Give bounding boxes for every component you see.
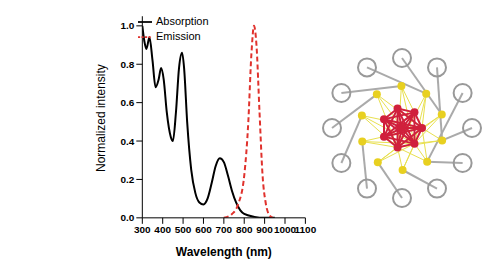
svg-text:0.2: 0.2 <box>120 174 134 185</box>
svg-text:500: 500 <box>175 224 192 235</box>
html-text:Absorption: Absorption <box>156 15 209 27</box>
svg-text:400: 400 <box>154 224 171 235</box>
svg-text:600: 600 <box>195 224 212 235</box>
svg-text:Wavelength (nm): Wavelength (nm) <box>176 245 272 259</box>
svg-text:800: 800 <box>236 224 253 235</box>
svg-text:Normalized intensity: Normalized intensity <box>94 64 108 172</box>
svg-text:300: 300 <box>134 224 151 235</box>
svg-text:700: 700 <box>216 224 233 235</box>
svg-text:1000: 1000 <box>274 224 297 235</box>
svg-text:0.4: 0.4 <box>120 136 134 147</box>
svg-text:1100: 1100 <box>295 224 317 235</box>
svg-text:0.0: 0.0 <box>120 212 134 223</box>
html-text:Emission: Emission <box>156 30 201 43</box>
svg-text:0.6: 0.6 <box>120 97 134 108</box>
svg-text:1.0: 1.0 <box>120 20 134 31</box>
svg-text:900: 900 <box>256 224 273 235</box>
svg-text:0.8: 0.8 <box>120 59 134 70</box>
